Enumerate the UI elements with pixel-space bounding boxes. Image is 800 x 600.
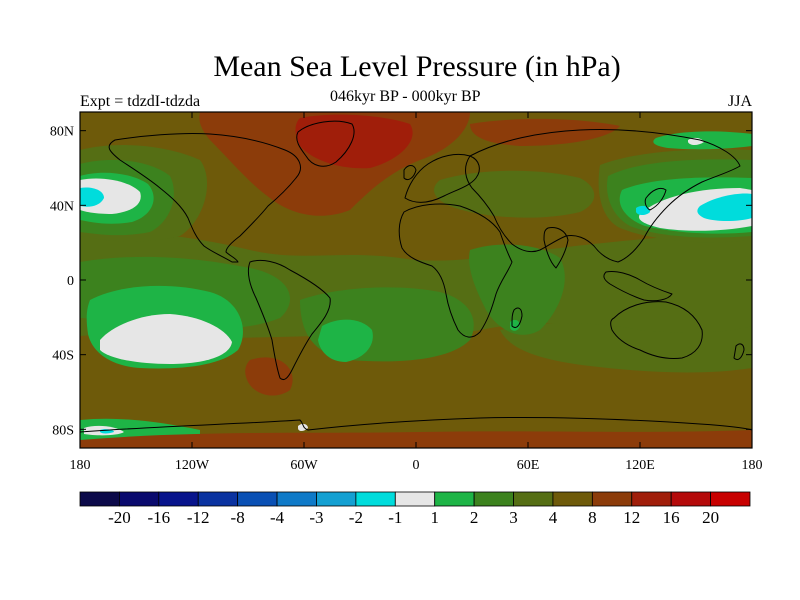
colorbar-label: -20 — [108, 508, 131, 527]
coastlines — [80, 120, 752, 433]
colorbar-swatch — [591, 491, 633, 507]
high-greenland-core — [295, 114, 413, 169]
colorbar-swatch — [237, 491, 278, 507]
colorbar-swatch — [276, 491, 317, 507]
colorbar-label: -4 — [270, 508, 285, 527]
lat-tick-label: 80N — [50, 125, 74, 140]
colorbar-label: -2 — [349, 508, 363, 527]
colorbar-label: 2 — [470, 508, 479, 527]
colorbar: -20 -16 -12 -8 -4 -3 -2 -1 1 2 3 4 8 12 16 20 — [79, 491, 751, 527]
coast-south-america — [247, 259, 331, 381]
lon-tick-label: 120E — [625, 458, 655, 473]
experiment-label: Expt = tdzdI-tdzda — [80, 93, 201, 110]
colorbar-label: 20 — [702, 508, 719, 527]
olive-central-asia — [434, 170, 595, 218]
colorbar-swatch — [316, 491, 357, 507]
colorbar-label: -1 — [388, 508, 402, 527]
lon-tick-label: 0 — [413, 458, 420, 473]
chart-title: Mean Sea Level Pressure (in hPa) — [213, 50, 621, 83]
colorbar-label: 4 — [549, 508, 558, 527]
lon-tick-label: 180 — [70, 458, 91, 473]
coast-asia — [465, 128, 741, 263]
colorbar-label: 16 — [663, 508, 680, 527]
green-africa — [469, 244, 565, 335]
colorbar-label: 3 — [509, 508, 518, 527]
coast-new-zealand — [733, 343, 745, 361]
coast-greenland — [296, 120, 355, 167]
colorbar-swatch — [473, 491, 514, 507]
colorbar-swatch — [434, 491, 475, 507]
colorbar-label: 1 — [430, 508, 439, 527]
colorbar-label: -16 — [147, 508, 170, 527]
lat-tick-label: 0 — [67, 274, 74, 289]
chart-subtitle: 046kyr BP - 000kyr BP — [330, 88, 481, 105]
colorbar-swatch — [197, 491, 239, 507]
high-arctic-asia — [470, 118, 620, 146]
coast-africa — [398, 203, 513, 338]
colorbar-swatch — [552, 491, 593, 507]
lon-tick-label: 60E — [517, 458, 540, 473]
coast-japan — [644, 187, 667, 211]
colorbar-label: -8 — [231, 508, 245, 527]
coast-madagascar — [511, 307, 523, 329]
colorbar-swatch — [158, 491, 199, 507]
coast-antarctica — [80, 416, 752, 433]
colorbar-label: 8 — [588, 508, 597, 527]
colorbar-swatch — [513, 491, 554, 507]
colorbar-label: -3 — [309, 508, 323, 527]
colorbar-label: 12 — [623, 508, 640, 527]
colorbar-swatch — [119, 491, 160, 507]
coast-maritime-asia — [603, 271, 673, 302]
lat-tick-label: 40N — [50, 199, 74, 214]
cyan-northeast-pacific — [80, 187, 104, 207]
colorbar-swatch — [355, 491, 396, 507]
colorbar-swatch — [710, 491, 751, 507]
lon-tick-label: 60W — [290, 458, 318, 473]
longitude-axis: 180 120W 60W 0 60E 120E 180 — [70, 112, 763, 473]
colorbar-swatch — [631, 491, 672, 507]
high-south-central-pacific — [245, 357, 293, 396]
pressure-field — [80, 112, 752, 448]
latitude-axis: 80N 40N 0 40S 80S — [50, 125, 752, 438]
olive-south-indian — [500, 323, 752, 373]
gray-southeast-pacific — [100, 314, 232, 364]
coast-north-america — [108, 132, 301, 263]
coast-europe — [404, 153, 480, 203]
coast-australia — [610, 301, 703, 359]
cyan-japan-spot — [636, 205, 650, 215]
cyan-northwest-pacific — [697, 193, 752, 221]
bright-green-south-atlantic — [318, 319, 373, 362]
season-label: JJA — [727, 93, 752, 110]
colorbar-swatch — [79, 491, 120, 507]
colorbar-swatch — [394, 491, 436, 507]
coast-india — [543, 227, 569, 269]
lat-tick-label: 40S — [52, 349, 74, 364]
lon-tick-label: 180 — [742, 458, 763, 473]
colorbar-swatch — [670, 491, 711, 507]
lat-tick-label: 80S — [52, 423, 74, 438]
lon-tick-label: 120W — [175, 458, 210, 473]
high-antarctic-rim — [80, 430, 752, 448]
colorbar-label: -12 — [187, 508, 210, 527]
coast-uk — [403, 165, 417, 181]
